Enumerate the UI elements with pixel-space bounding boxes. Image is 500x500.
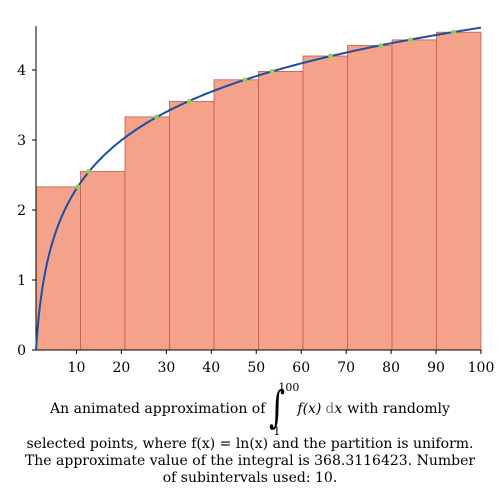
sample-point-1 [75, 184, 81, 190]
riemann-rect-7 [302, 55, 348, 351]
riemann-rect-9 [391, 39, 437, 351]
differential-d: d [325, 400, 335, 417]
caption-line-2: selected points, where f(x) = ln(x) and … [26, 436, 474, 452]
integral-symbol: ∫ 100 1 [269, 382, 299, 438]
x-tick-label-60: 60 [292, 360, 310, 376]
sample-point-2 [86, 169, 91, 174]
x-tick-label-90: 90 [427, 360, 445, 376]
x-tick-label-10: 10 [68, 360, 86, 376]
sample-point-9 [408, 37, 413, 43]
integrand: f(x) [297, 400, 322, 417]
ln-curve [35, 26, 482, 351]
caption-line-1: An animated approximation of ∫ 100 1 f(x… [0, 382, 500, 438]
axes [35, 26, 481, 351]
caption: An animated approximation of ∫ 100 1 f(x… [0, 382, 500, 487]
differential-x: x [334, 400, 343, 417]
caption-prefix: An animated approximation of [50, 400, 266, 417]
y-tick-label-2: 2 [17, 203, 26, 219]
caption-line-3: The approximate value of the integral is… [24, 453, 476, 469]
riemann-rectangles [35, 31, 482, 351]
x-tick-label-30: 30 [157, 360, 175, 376]
riemann-rect-1 [35, 186, 81, 351]
differential: dx [325, 401, 342, 418]
riemann-rect-5 [213, 79, 259, 351]
y-tick-label-0: 0 [17, 343, 26, 359]
riemann-rect-3 [124, 116, 170, 351]
x-tick-label-80: 80 [382, 360, 400, 376]
integral-lower-limit: 1 [273, 425, 281, 438]
sample-point-10 [451, 29, 456, 35]
sample-point-7 [328, 53, 333, 59]
x-tick-label-40: 40 [202, 360, 220, 376]
sample-point-3 [154, 114, 159, 120]
riemann-rect-8 [347, 45, 393, 351]
integral-sign-icon: ∫ [269, 382, 286, 433]
riemann-rect-2 [80, 171, 126, 351]
sample-points [75, 29, 456, 190]
riemann-rect-6 [258, 71, 304, 351]
sample-point-5 [242, 77, 248, 83]
sample-point-8 [378, 43, 384, 48]
x-tick-label-100: 100 [468, 360, 495, 376]
riemann-sum-plot: 10 20 30 40 50 60 70 80 90 100 0 1 2 3 4 [17, 26, 495, 376]
sample-point-6 [269, 69, 275, 74]
x-axis-ticks: 10 20 30 40 50 60 70 80 90 100 [68, 350, 495, 376]
y-axis-ticks: 0 1 2 3 4 [17, 63, 36, 359]
y-tick-label-4: 4 [17, 63, 26, 79]
y-tick-label-3: 3 [17, 133, 26, 149]
integral-upper-limit: 100 [278, 381, 300, 394]
x-tick-label-50: 50 [247, 360, 265, 376]
riemann-rect-10 [436, 31, 482, 351]
caption-line-4: of subintervals used: 10. [162, 470, 338, 486]
caption-suffix: with randomly [347, 400, 450, 417]
x-tick-label-70: 70 [337, 360, 355, 376]
sample-point-4 [186, 99, 192, 104]
x-tick-label-20: 20 [112, 360, 130, 376]
y-tick-label-1: 1 [17, 273, 26, 289]
riemann-rect-4 [169, 101, 215, 351]
